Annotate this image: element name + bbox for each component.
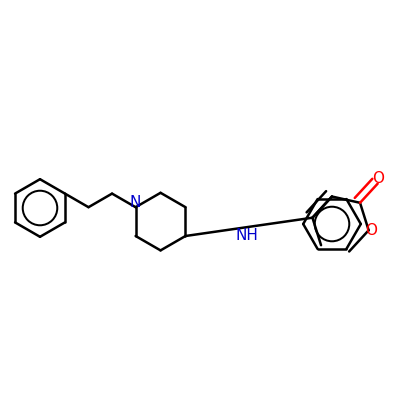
- Text: N: N: [130, 195, 141, 210]
- Text: NH: NH: [236, 228, 258, 243]
- Text: O: O: [372, 171, 384, 186]
- Text: O: O: [365, 223, 377, 238]
